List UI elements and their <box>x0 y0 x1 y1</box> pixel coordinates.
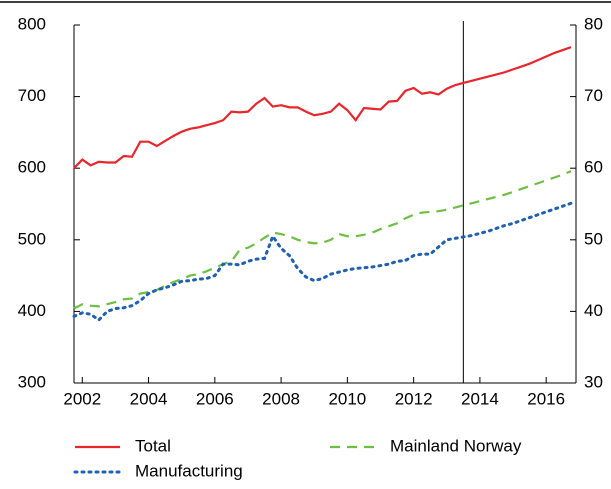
x-tick-label: 2004 <box>130 389 168 408</box>
y2-tick-label: 40 <box>584 301 603 320</box>
x-tick-label: 2002 <box>63 389 101 408</box>
x-tick-label: 2014 <box>461 389 499 408</box>
y-tick-label: 600 <box>18 158 46 177</box>
y2-tick-label: 70 <box>584 86 603 105</box>
y2-tick-label: 80 <box>584 14 603 33</box>
legend-label: Total <box>135 436 171 455</box>
legend-label: Mainland Norway <box>390 436 522 455</box>
y-tick-label: 800 <box>18 14 46 33</box>
x-tick-label: 2006 <box>196 389 234 408</box>
legend-label: Manufacturing <box>135 461 243 480</box>
series-line <box>72 201 573 322</box>
y-tick-label: 300 <box>18 372 46 391</box>
x-tick-label: 2016 <box>527 389 565 408</box>
y2-tick-label: 50 <box>584 229 603 248</box>
x-tick-label: 2012 <box>395 389 433 408</box>
y2-tick-label: 30 <box>584 372 603 391</box>
x-tick-label: 2008 <box>262 389 300 408</box>
series-line <box>73 46 572 169</box>
x-tick-label: 2010 <box>328 389 366 408</box>
y-tick-label: 400 <box>18 301 46 320</box>
y-tick-label: 500 <box>18 229 46 248</box>
y-tick-label: 700 <box>18 86 46 105</box>
series-line <box>73 170 572 310</box>
y2-tick-label: 60 <box>584 158 603 177</box>
